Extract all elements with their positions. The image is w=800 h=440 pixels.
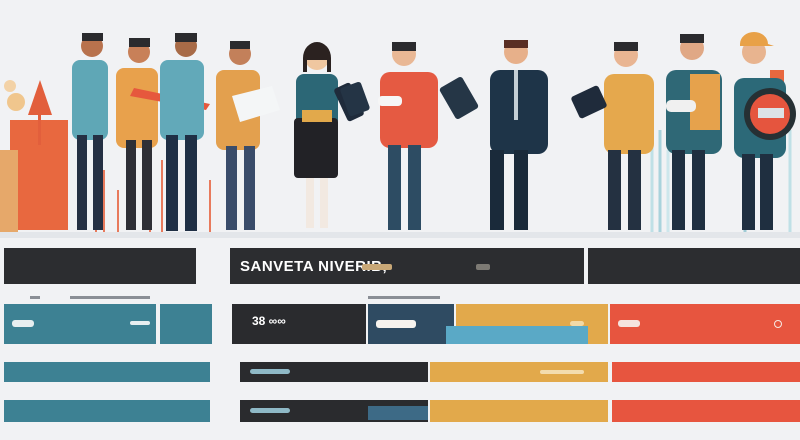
row-cell-teal xyxy=(4,362,210,382)
cell-text xyxy=(130,321,150,325)
person-5 xyxy=(294,42,364,228)
person-9 xyxy=(666,34,722,230)
subheader-mark xyxy=(368,296,440,299)
cell-text xyxy=(250,408,290,413)
cell-text xyxy=(618,320,640,327)
cell-text xyxy=(540,370,584,374)
person-6 xyxy=(340,42,438,230)
row-cell-dark xyxy=(240,362,428,382)
cell-text xyxy=(250,369,290,374)
row-cell-dark xyxy=(232,304,366,344)
person-1 xyxy=(72,33,108,230)
row-cell-coral xyxy=(612,362,800,382)
person-10 xyxy=(734,32,796,230)
monitor-icon xyxy=(571,85,607,119)
row-highlight xyxy=(446,326,588,344)
clipboard-icon xyxy=(232,86,280,122)
subheader-mark xyxy=(70,296,150,299)
row-action-icon[interactable] xyxy=(774,320,782,328)
table-row[interactable] xyxy=(0,362,800,384)
row-cell-teal xyxy=(4,400,210,422)
header-bar-center xyxy=(230,248,584,284)
row-cell-amber xyxy=(430,400,608,422)
header-chip xyxy=(362,264,392,270)
row-cell-coral xyxy=(610,304,800,344)
table-row[interactable] xyxy=(0,302,800,344)
header-chip-small xyxy=(476,264,490,270)
row-cell-navy xyxy=(368,406,428,420)
cell-pill xyxy=(570,321,584,326)
table-row[interactable] xyxy=(0,400,800,424)
subheader-mark xyxy=(30,296,40,299)
person-8 xyxy=(571,42,654,230)
person-7 xyxy=(439,40,548,230)
cell-text xyxy=(12,320,34,327)
floor xyxy=(0,232,800,238)
header-bar-left xyxy=(4,248,196,284)
person-4 xyxy=(216,41,280,230)
person-3 xyxy=(160,33,204,231)
row-cell-amber xyxy=(430,362,608,382)
header-bar-right xyxy=(588,248,800,284)
row-cell-teal xyxy=(160,304,212,344)
banner-title: SANVETA NIVERIB, xyxy=(240,258,388,275)
cell-pill xyxy=(376,320,416,328)
row-code: 38 ∞∞ xyxy=(252,314,286,328)
row-cell-coral xyxy=(612,400,800,422)
